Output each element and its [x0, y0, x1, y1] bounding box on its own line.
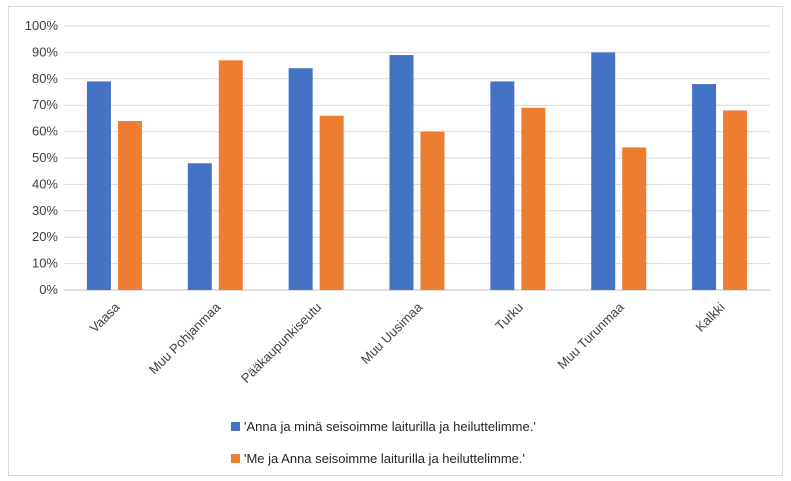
x-tick-label: Muu Uusimaa — [358, 299, 426, 367]
x-axis-ticks: Vaasa Muu Pohjanmaa Pääkaupunkiseutu Muu Uu… — [87, 299, 728, 386]
bar-series-1 — [490, 81, 515, 290]
y-axis-ticks: 0% 10% 20% 30% 40% 50% 60% 70% 80% 90% 100% — [25, 18, 59, 297]
y-tick-label: 40% — [32, 176, 58, 191]
legend: 'Anna ja minä seisoimme laiturilla ja he… — [231, 419, 536, 466]
y-tick-label: 70% — [32, 97, 58, 112]
bar-series-2 — [521, 107, 546, 290]
x-tick-label: Pääkaupunkiseutu — [238, 300, 324, 386]
y-tick-label: 80% — [32, 71, 58, 86]
bar-series-2 — [723, 110, 748, 290]
x-tick-label: Muu Turunmaa — [554, 299, 627, 372]
bar-series-1 — [692, 84, 717, 290]
x-tick-label: Turku — [492, 300, 526, 334]
y-tick-label: 90% — [32, 44, 58, 59]
y-tick-label: 60% — [32, 124, 58, 139]
y-tick-label: 10% — [32, 256, 58, 271]
bar-series-2 — [622, 147, 647, 290]
y-tick-label: 100% — [25, 18, 59, 33]
bar-series-1 — [86, 81, 111, 290]
legend-swatch-series-1 — [231, 422, 240, 431]
x-tick-label: Muu Pohjanmaa — [146, 299, 224, 377]
bar-series-2 — [319, 115, 344, 290]
bar-series-2 — [420, 131, 445, 290]
y-tick-label: 0% — [39, 282, 58, 297]
x-tick-label: Vaasa — [87, 299, 124, 336]
y-tick-label: 50% — [32, 150, 58, 165]
bar-series-1 — [389, 55, 414, 290]
legend-label-series-2: 'Me ja Anna seisoimme laiturilla ja heil… — [244, 451, 525, 466]
y-tick-label: 30% — [32, 203, 58, 218]
bar-series-2 — [218, 60, 243, 290]
bar-series-2 — [117, 121, 142, 290]
x-tick-label: Kalkki — [693, 299, 728, 334]
bar-series-1 — [187, 163, 212, 290]
legend-label-series-1: 'Anna ja minä seisoimme laiturilla ja he… — [244, 419, 536, 434]
y-tick-label: 20% — [32, 229, 58, 244]
legend-swatch-series-2 — [231, 454, 240, 463]
bar-series-1 — [288, 68, 313, 291]
gridlines — [64, 25, 770, 291]
bar-series-1 — [591, 52, 616, 291]
bars — [86, 52, 748, 291]
